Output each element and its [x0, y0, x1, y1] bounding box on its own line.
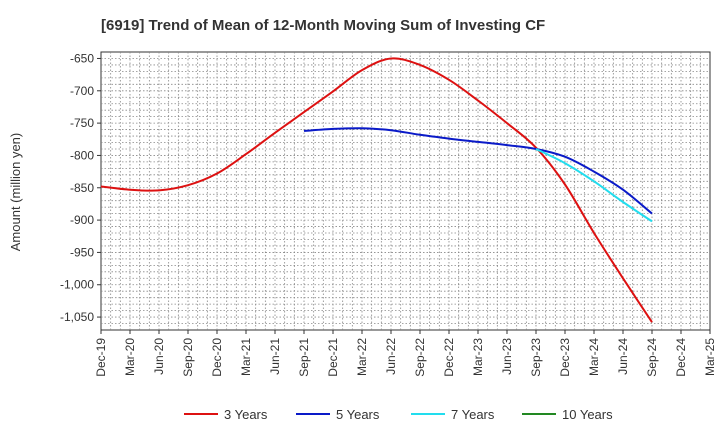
x-tick-label: Mar-21 — [239, 338, 253, 376]
x-tick-label: Mar-25 — [703, 338, 717, 376]
x-tick-label: Sep-24 — [645, 338, 659, 377]
series-line-7-years — [535, 148, 653, 223]
x-tick-label: Dec-19 — [94, 338, 108, 377]
x-tick-label: Jun-22 — [384, 338, 398, 375]
y-tick-label: -1,050 — [60, 310, 94, 324]
y-tick-label: -750 — [70, 116, 94, 130]
x-tick-label: Dec-20 — [210, 338, 224, 377]
legend-label-7-years: 7 Years — [451, 407, 495, 422]
x-tick-label: Mar-22 — [355, 338, 369, 376]
y-tick-label: -950 — [70, 245, 94, 259]
x-tick-label: Dec-21 — [326, 338, 340, 377]
series-line-3-years — [100, 57, 653, 323]
x-tick-label: Jun-20 — [152, 338, 166, 375]
y-tick-label: -850 — [70, 181, 94, 195]
legend-label-10-years: 10 Years — [562, 407, 613, 422]
y-tick-label: -700 — [70, 84, 94, 98]
y-tick-label: -900 — [70, 213, 94, 227]
x-tick-label: Sep-20 — [181, 338, 195, 377]
x-tick-label: Sep-21 — [297, 338, 311, 377]
legend-label-5-years: 5 Years — [336, 407, 380, 422]
y-tick-label: -800 — [70, 148, 94, 162]
y-tick-label: -650 — [70, 51, 94, 65]
x-tick-label: Dec-22 — [442, 338, 456, 377]
series-line-5-years — [303, 127, 653, 215]
x-tick-label: Dec-23 — [558, 338, 572, 377]
x-tick-label: Mar-23 — [471, 338, 485, 376]
x-tick-label: Jun-24 — [616, 338, 630, 375]
x-tick-label: Jun-23 — [500, 338, 514, 375]
x-tick-label: Mar-20 — [123, 338, 137, 376]
x-tick-label: Jun-21 — [268, 338, 282, 375]
plot-area — [100, 51, 711, 331]
x-tick-label: Sep-23 — [529, 338, 543, 377]
chart-title: [6919] Trend of Mean of 12-Month Moving … — [101, 17, 545, 34]
x-tick-label: Mar-24 — [587, 338, 601, 376]
x-tick-label: Sep-22 — [413, 338, 427, 377]
y-tick-label: -1,000 — [60, 278, 94, 292]
x-tick-label: Dec-24 — [674, 338, 688, 377]
y-axis-label: Amount (million yen) — [8, 133, 23, 252]
legend-label-3-years: 3 Years — [224, 407, 268, 422]
